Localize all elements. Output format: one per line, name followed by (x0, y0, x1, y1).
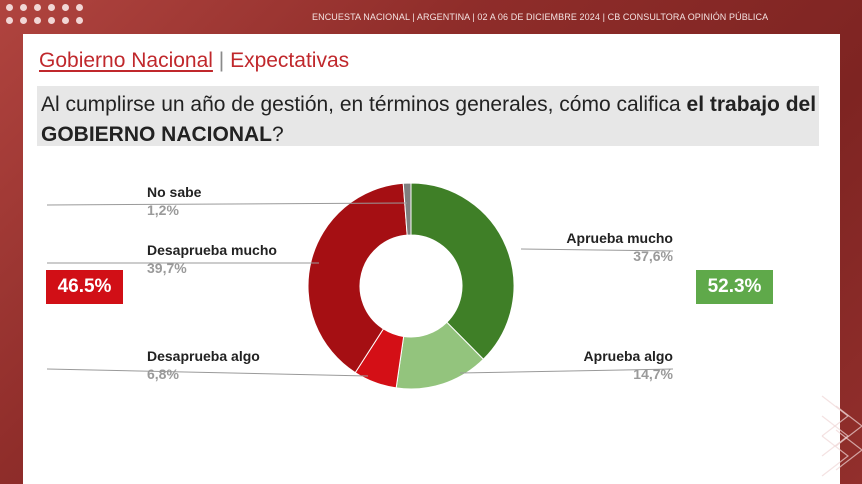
leader-line (459, 368, 674, 374)
approve-total-badge: 52.3% (696, 270, 773, 304)
donut-slice-aprueba-mucho (410, 182, 515, 360)
dot (34, 17, 41, 24)
question-post: ? (272, 123, 284, 146)
dot (62, 4, 69, 11)
slice-value: 39,7% (147, 260, 187, 276)
question-text: Al cumplirse un año de gestión, en térmi… (41, 90, 817, 150)
section-title-main: Gobierno Nacional (39, 49, 213, 72)
section-title: Gobierno Nacional | Expectativas (39, 49, 349, 73)
chevron-decoration (821, 395, 862, 477)
section-title-separator: | (212, 49, 231, 72)
dot (6, 4, 13, 11)
survey-header: ENCUESTA NACIONAL | ARGENTINA | 02 A 06 … (312, 12, 769, 22)
donut-slice-desaprueba-mucho (307, 182, 408, 374)
slice-label: Desaprueba mucho (147, 242, 277, 258)
question-bold: el trabajo del GOBIERNO NACIONAL (41, 93, 817, 146)
dot (6, 17, 13, 24)
dot (34, 4, 41, 11)
dot (62, 17, 69, 24)
slice-value: 14,7% (633, 366, 673, 382)
slice-value: 1,2% (147, 202, 179, 218)
disapprove-total-badge: 46.5% (46, 270, 123, 304)
dot-grid-decoration (6, 4, 84, 24)
dot (48, 4, 55, 11)
dot (48, 17, 55, 24)
slice-label: Aprueba algo (584, 348, 673, 364)
leader-line (46, 368, 369, 377)
content-panel: Gobierno Nacional | Expectativas Al cump… (23, 34, 840, 484)
section-title-sub: Expectativas (230, 49, 350, 72)
donut-slice-no-sabe (402, 182, 412, 236)
leader-line (520, 248, 674, 252)
donut-chart: Aprueba mucho 37,6% Aprueba algo 14,7% Desap… (46, 182, 674, 390)
slice-label: No sabe (147, 184, 202, 200)
slice-label: Desaprueba algo (147, 348, 260, 364)
dot (20, 17, 27, 24)
slice-value: 6,8% (147, 366, 179, 382)
question-pre: Al cumplirse un año de gestión, en térmi… (41, 93, 687, 116)
dot (76, 17, 83, 24)
question-box: Al cumplirse un año de gestión, en térmi… (37, 86, 819, 146)
dot (20, 4, 27, 11)
slice-label: Aprueba mucho (566, 230, 673, 246)
leader-line (46, 202, 408, 206)
dot (76, 4, 83, 11)
slice-value: 37,6% (633, 248, 673, 264)
